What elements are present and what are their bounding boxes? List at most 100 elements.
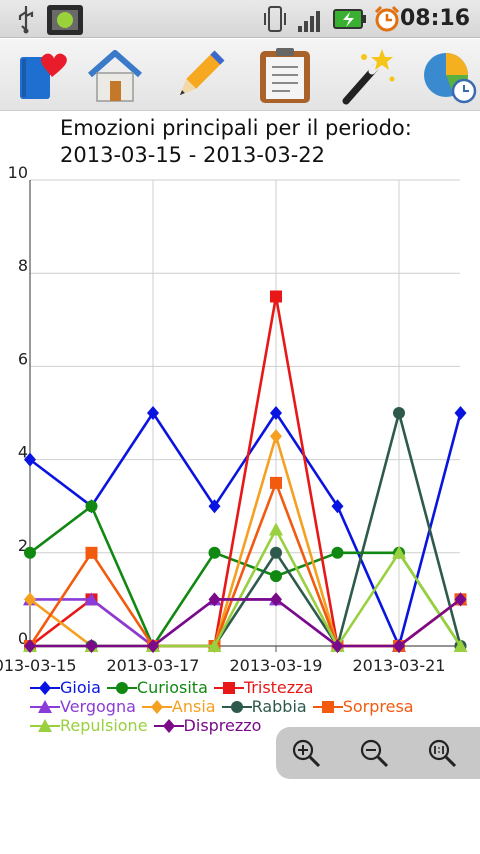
data-point	[85, 639, 98, 653]
data-point	[24, 546, 36, 559]
legend-swatch-marker	[222, 681, 235, 694]
data-point	[24, 452, 36, 467]
legend-item: Gioia	[30, 677, 101, 697]
data-point	[269, 522, 283, 536]
zoom-controls	[276, 727, 480, 779]
legend-swatch	[106, 681, 137, 694]
legend-swatch-marker	[162, 718, 175, 733]
y-tick-label: 10	[8, 163, 28, 182]
legend-label: Disprezzo	[183, 716, 262, 735]
legend-item: Rabbia	[221, 696, 307, 716]
data-point	[85, 500, 98, 513]
legend-row: Repulsione Disprezzo	[30, 715, 470, 735]
series-line	[30, 411, 462, 648]
data-point	[24, 592, 36, 607]
legend-swatch	[30, 718, 60, 732]
series-rabbia	[24, 407, 467, 652]
data-point	[147, 639, 159, 653]
legend-swatch-marker	[38, 718, 52, 732]
chart-subtitle: 2013-03-15 - 2013-03-22	[60, 143, 326, 167]
data-point	[392, 545, 406, 559]
status-bar: 08:16	[0, 0, 480, 38]
data-point	[270, 476, 282, 489]
data-point	[331, 546, 344, 559]
battery-charging-icon	[333, 9, 366, 29]
legend-row: Gioia Curiosita Tristezza	[30, 677, 470, 697]
legend-label: Vergogna	[60, 697, 136, 716]
legend-row: Vergogna Ansia Rabbia Sorpresa	[30, 696, 470, 716]
legend-item: Vergogna	[30, 696, 136, 716]
pencil-icon[interactable]	[168, 45, 230, 107]
legend-label: Rabbia	[251, 697, 307, 716]
data-point	[453, 639, 468, 652]
series-line	[29, 504, 462, 648]
series-ansia	[24, 429, 467, 653]
y-tick-label: 4	[18, 443, 28, 462]
data-point	[270, 406, 282, 420]
legend-label: Tristezza	[243, 678, 314, 697]
legend-swatch-marker	[150, 699, 163, 714]
zoom-out-icon[interactable]	[358, 737, 390, 769]
legend-swatch	[312, 700, 343, 713]
data-point	[270, 290, 282, 303]
data-point	[270, 429, 282, 444]
pie-chart-clock-icon[interactable]	[418, 45, 480, 107]
legend-swatch-marker	[38, 699, 52, 713]
vibrate-icon	[264, 6, 286, 32]
data-point	[208, 499, 221, 514]
y-tick-label: 2	[18, 536, 28, 555]
legend-item: Sorpresa	[312, 696, 414, 716]
legend-item: Curiosita	[106, 677, 208, 697]
series-line	[30, 598, 462, 648]
diary-heart-icon[interactable]	[14, 45, 76, 107]
series-line	[29, 411, 462, 648]
legend-label: Repulsione	[60, 716, 148, 735]
legend-swatch	[221, 700, 252, 713]
data-point	[207, 639, 222, 652]
data-point	[84, 592, 99, 606]
legend-swatch	[30, 680, 60, 695]
legend-swatch-marker	[39, 680, 51, 695]
data-point	[270, 592, 282, 607]
data-point	[208, 592, 221, 607]
chart-legend: Gioia Curiosita Tristezza Vergogna Ansia Rabb…	[30, 677, 470, 735]
legend-label: Curiosita	[136, 678, 208, 697]
data-point	[147, 406, 159, 420]
legend-label: Sorpresa	[342, 697, 414, 716]
home-icon[interactable]	[84, 45, 146, 107]
legend-item: Repulsione	[30, 715, 148, 735]
alarm-icon	[374, 5, 400, 32]
data-point	[24, 639, 36, 653]
legend-swatch-marker	[321, 700, 334, 713]
series-gioia	[24, 406, 467, 653]
legend-item: Ansia	[141, 696, 216, 716]
data-point	[270, 546, 282, 559]
series-curiosita	[24, 500, 467, 652]
legend-item: Tristezza	[213, 677, 314, 697]
line-chart[interactable]: 0 2 4 6 8 10 2013-03-15 2013-03-17 2013-03-19 201…	[0, 160, 480, 680]
y-tick-label: 8	[18, 256, 28, 275]
y-tick-label: 0	[18, 629, 28, 648]
zoom-in-icon[interactable]	[290, 737, 322, 769]
magic-wand-icon[interactable]	[336, 45, 398, 107]
y-tick-label: 6	[18, 349, 28, 368]
x-tick-label: 2013-03-15	[0, 656, 76, 675]
zoom-reset-icon[interactable]	[426, 737, 458, 769]
legend-swatch-marker	[115, 681, 128, 694]
data-point	[393, 407, 405, 419]
data-point	[208, 546, 221, 559]
legend-label: Ansia	[171, 697, 216, 716]
data-point	[331, 639, 344, 653]
series-disprezzo	[24, 592, 467, 653]
usb-icon	[18, 6, 34, 34]
clipboard-icon[interactable]	[254, 45, 316, 107]
legend-item: Disprezzo	[153, 715, 262, 735]
status-time: 08:16	[399, 6, 470, 31]
data-point	[393, 639, 405, 653]
legend-swatch-marker	[230, 700, 243, 713]
data-point	[454, 592, 467, 607]
data-point	[331, 499, 344, 514]
data-point	[85, 546, 98, 559]
signal-icon	[298, 11, 320, 32]
toolbar	[0, 39, 480, 111]
